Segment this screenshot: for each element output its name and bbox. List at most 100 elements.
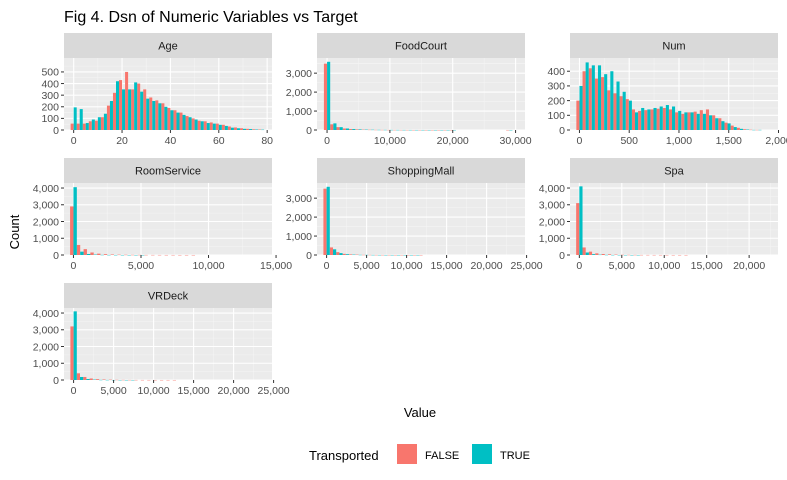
x-tick-label-vrdeck: 25,000 (258, 385, 290, 397)
x-tick-label-age: 0 (71, 135, 77, 147)
bar-age-true (164, 106, 168, 130)
bar-spa-false (607, 254, 612, 255)
plot-background-roomservice (64, 183, 272, 255)
bar-num-true (597, 65, 602, 130)
bar-age-true (218, 124, 222, 130)
panel-foodcourt: FoodCourt 0 1,000 2,000 3,000 0 10,000 20,000 30… (286, 33, 532, 147)
strip-spa (570, 158, 778, 183)
bar-num-false (644, 110, 648, 130)
bar-age-false (149, 97, 153, 130)
bar-num-true (585, 62, 589, 130)
bar-age-true (176, 112, 180, 130)
bar-num-false (662, 107, 666, 130)
bar-shoppingmall-false (349, 254, 353, 255)
bar-age-true (200, 121, 204, 130)
bar-num-true (715, 118, 719, 130)
bar-age-true (249, 129, 253, 130)
y-tick-label-spa: 1,000 (539, 233, 565, 245)
y-tick-label-age: 200 (41, 102, 59, 114)
bar-num-false (588, 68, 592, 130)
y-tick-label-num: 400 (547, 66, 565, 78)
bar-spa-true (592, 254, 596, 255)
y-tick-label-roomservice: 0 (53, 250, 59, 262)
chart-title: Fig 4. Dsn of Numeric Variables vs Targe… (64, 9, 358, 26)
bar-age-false (191, 118, 195, 130)
bar-vrdeck-false (70, 326, 74, 380)
y-tick-label-num: 100 (547, 110, 565, 122)
y-tick-label-num: 0 (559, 125, 565, 137)
bar-num-false (736, 127, 740, 130)
bar-age-true (146, 98, 150, 130)
x-tick-label-shoppingmall: 0 (324, 260, 330, 272)
x-tick-label-age: 40 (165, 135, 177, 147)
bar-shoppingmall-true (326, 186, 330, 255)
x-tick-label-vrdeck: 0 (71, 385, 77, 397)
x-tick-label-spa: 5,000 (609, 260, 635, 272)
bar-num-true (721, 121, 725, 130)
bar-roomservice-false (90, 252, 94, 255)
bar-num-true (684, 112, 688, 130)
x-tick-label-num: 2,000 (765, 135, 787, 147)
bar-shoppingmall-true (339, 253, 343, 255)
bar-age-false (119, 80, 123, 130)
bar-age-false (221, 124, 225, 130)
legend-label-true: TRUE (500, 450, 530, 462)
bar-num-false (699, 110, 703, 130)
bar-age-false (239, 128, 243, 130)
bar-foodcourt-true (339, 127, 343, 130)
x-tick-label-num: 0 (577, 135, 583, 147)
bar-age-true (170, 110, 174, 130)
bar-num-false (705, 109, 710, 130)
bar-age-true (122, 89, 126, 130)
bar-foodcourt-false (355, 129, 359, 130)
y-tick-label-spa: 0 (559, 250, 565, 262)
bar-foodcourt-false (323, 63, 328, 130)
bar-age-true (79, 109, 83, 130)
bar-vrdeck-false (76, 373, 80, 380)
y-tick-label-shoppingmall: 2,000 (286, 212, 312, 224)
bar-num-false (625, 99, 629, 130)
bar-foodcourt-false (330, 124, 334, 130)
bar-num-false (582, 71, 586, 130)
bar-age-false (246, 128, 250, 130)
bar-num-false (693, 111, 697, 130)
bar-num-true (653, 107, 657, 130)
y-tick-label-spa: 3,000 (539, 200, 565, 212)
bar-age-true (116, 81, 120, 130)
bar-num-true (641, 107, 645, 130)
x-tick-label-spa: 0 (576, 260, 582, 272)
bar-shoppingmall-false (323, 188, 327, 255)
bar-num-true (672, 106, 676, 130)
bar-foodcourt-true (327, 61, 331, 130)
y-tick-label-roomservice: 4,000 (33, 183, 59, 195)
y-tick-label-shoppingmall: 0 (306, 250, 312, 262)
panel-num: Num 0 100 200 300 400 0 500 1,000 1,500 2,000 (547, 33, 787, 147)
bar-vrdeck-false (83, 376, 87, 380)
y-tick-label-vrdeck: 4,000 (33, 308, 59, 320)
x-tick-label-foodcourt: 0 (324, 135, 330, 147)
bar-age-true (230, 127, 234, 130)
x-tick-label-vrdeck: 20,000 (218, 385, 250, 397)
y-tick-label-num: 300 (547, 81, 565, 93)
y-tick-label-roomservice: 2,000 (33, 216, 59, 228)
bar-foodcourt-true (352, 129, 356, 130)
bar-spa-false (576, 203, 580, 255)
bar-age-false (76, 123, 80, 130)
y-tick-label-num: 200 (547, 95, 565, 107)
x-tick-label-shoppingmall: 25,000 (511, 260, 543, 272)
bar-vrdeck-false (89, 378, 93, 380)
bar-roomservice-false (70, 206, 74, 255)
bar-num-true (709, 115, 713, 130)
bar-roomservice-false (103, 254, 108, 255)
bar-age-true (188, 117, 192, 130)
bar-roomservice-true (86, 253, 91, 255)
bar-roomservice-false (110, 254, 114, 255)
bar-shoppingmall-false (329, 247, 333, 255)
bar-vrdeck-false (96, 379, 100, 380)
bar-spa-false (595, 253, 599, 255)
x-tick-label-roomservice: 5,000 (128, 260, 154, 272)
plot-background-spa (570, 183, 778, 255)
bar-num-true (665, 105, 669, 130)
strip-label-spa: Spa (664, 166, 684, 178)
